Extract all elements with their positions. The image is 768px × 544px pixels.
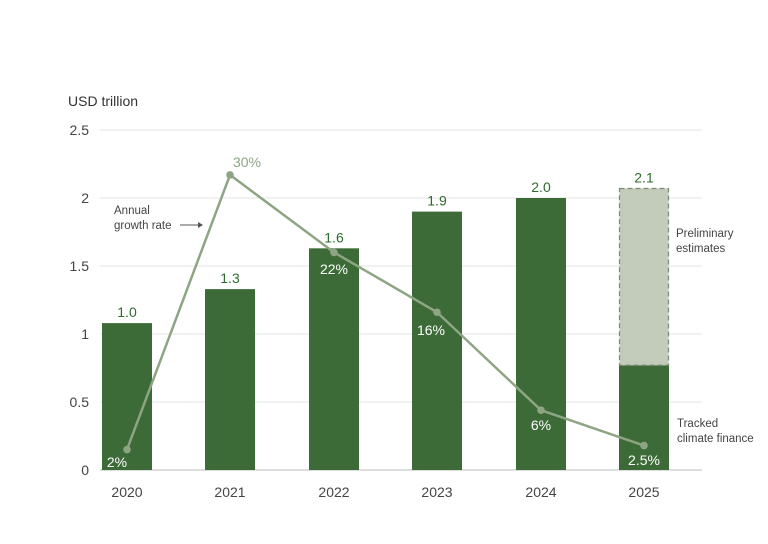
- x-tick-label: 2022: [318, 484, 349, 500]
- bar: [309, 248, 359, 470]
- bar: [102, 323, 152, 470]
- growth-rate-annotation-line1: Annual: [114, 205, 150, 217]
- bar: [516, 198, 566, 470]
- y-tick-label: 1: [81, 326, 89, 342]
- growth-rate-label: 6%: [531, 417, 551, 433]
- bar: [412, 211, 462, 470]
- growth-rate-label: 30%: [233, 154, 261, 170]
- annotations: Annual growth rate Preliminary estimates…: [114, 205, 754, 445]
- bar-value-label: 1.3: [220, 270, 240, 286]
- gridlines: [100, 129, 702, 471]
- x-tick-label: 2021: [214, 484, 245, 500]
- preliminary-bar: [618, 187, 670, 366]
- y-tick-label: 0.5: [70, 394, 90, 410]
- x-tick-label: 2020: [111, 484, 142, 500]
- growth-point: [433, 308, 441, 317]
- preliminary-annotation-line2: estimates: [676, 243, 725, 255]
- x-tick-label: 2024: [525, 484, 556, 500]
- growth-rate-label: 2%: [107, 454, 127, 470]
- growth-point: [226, 171, 234, 179]
- growth-line-path: [125, 173, 645, 451]
- y-tick-label: 1.5: [70, 258, 90, 274]
- x-tick-label: 2023: [421, 484, 452, 500]
- growth-rate-label: 16%: [417, 322, 445, 338]
- x-tick-label: 2025: [628, 484, 659, 500]
- growth-rate-arrowhead: [198, 222, 203, 228]
- growth-rate-labels: 2% 30% 22% 16% 6% 2.5%: [107, 154, 660, 470]
- bar-value-labels: 1.0 1.3 1.6 1.9 2.0 2.1: [117, 169, 654, 320]
- y-tick-label: 2: [81, 190, 89, 206]
- bar: [205, 289, 255, 470]
- y-axis-ticks: 0 0.5 1 1.5 2 2.5: [70, 122, 90, 478]
- x-axis-ticks: 2020 2021 2022 2023 2024 2025: [111, 484, 659, 500]
- y-tick-label: 2.5: [70, 122, 90, 138]
- preliminary-annotation-line1: Preliminary: [676, 228, 734, 240]
- growth-point: [537, 406, 545, 414]
- bar-value-label: 2.1: [634, 169, 654, 185]
- y-axis-label: USD trillion: [68, 93, 138, 109]
- growth-rate-line: [123, 171, 648, 454]
- growth-rate-label: 2.5%: [628, 452, 660, 468]
- growth-rate-label: 22%: [320, 261, 348, 277]
- bar-value-label: 1.9: [427, 193, 447, 209]
- growth-point: [640, 441, 648, 450]
- growth-rate-annotation-line2: growth rate: [114, 220, 172, 232]
- bar: [619, 365, 669, 470]
- tracked-annotation-line1: Tracked: [677, 418, 718, 430]
- growth-point: [330, 248, 338, 257]
- y-tick-label: 0: [81, 462, 89, 478]
- bars: [102, 187, 670, 470]
- bar-value-label: 2.0: [531, 179, 551, 195]
- bar-value-label: 1.6: [324, 229, 344, 245]
- tracked-annotation-line2: climate finance: [677, 433, 754, 445]
- bar-value-label: 1.0: [117, 304, 137, 320]
- growth-point: [123, 445, 131, 454]
